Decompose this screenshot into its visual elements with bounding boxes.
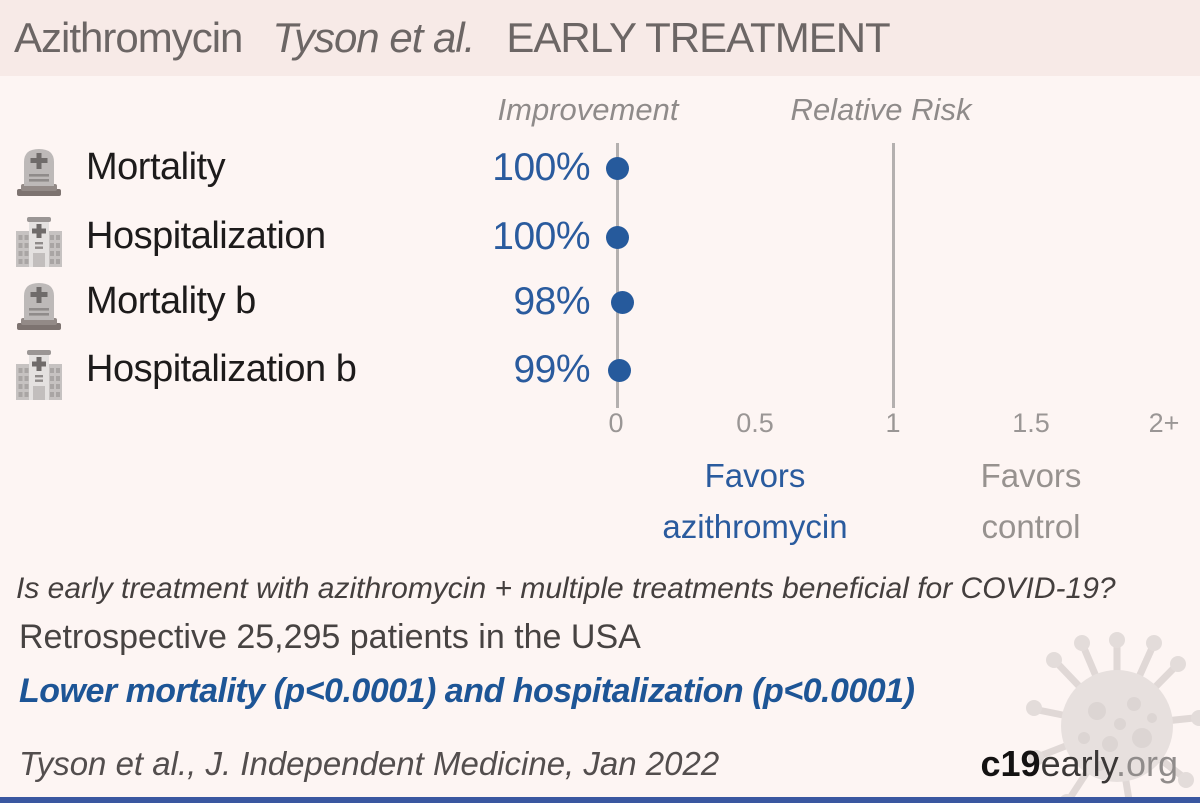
study-question: Is early treatment with azithromycin + m…	[16, 572, 1116, 605]
axis-tick-1.5: 1.5	[1012, 408, 1050, 438]
axis-tick-2plus: 2+	[1148, 408, 1180, 438]
hospital-icon	[14, 211, 64, 267]
outcome-row-hospitalization: Hospitalization 100%	[0, 209, 1200, 267]
axis-line-zero	[616, 143, 619, 408]
effect-dot	[608, 359, 632, 382]
axis-tick-0.5: 0.5	[736, 408, 774, 438]
outcome-label: Mortality b	[86, 280, 256, 322]
effect-dot	[605, 157, 629, 180]
axis-tick-0: 0	[608, 408, 624, 438]
outcome-row-hospitalization-b: Hospitalization b 99%	[0, 342, 1200, 400]
improvement-value: 98%	[513, 280, 590, 323]
site-logo: c19early.org	[980, 743, 1178, 784]
study-name: Tyson et al.	[272, 14, 475, 61]
outcome-row-mortality-b: Mortality b 98%	[0, 274, 1200, 332]
column-header-improvement: Improvement	[497, 92, 679, 127]
improvement-value: 100%	[492, 215, 590, 258]
header-band: Azithromycin Tyson et al. EARLY TREATMEN…	[0, 0, 1200, 76]
hospital-icon	[14, 344, 64, 400]
favors-control-label: Favors control	[980, 457, 1082, 545]
bottom-accent-bar	[0, 797, 1200, 803]
effect-dot	[605, 226, 629, 249]
outcome-label: Mortality	[86, 146, 226, 188]
improvement-value: 99%	[513, 348, 590, 391]
study-info: Retrospective 25,295 patients in the USA	[19, 618, 641, 656]
effect-dot	[611, 291, 635, 314]
outcome-label: Hospitalization b	[86, 348, 357, 390]
treatment-name: Azithromycin	[14, 14, 243, 61]
axis-tick-1: 1	[885, 408, 901, 438]
coronavirus-watermark-icon	[1022, 626, 1200, 803]
axis-line-one	[892, 143, 895, 408]
outcome-label: Hospitalization	[86, 215, 326, 257]
citation: Tyson et al., J. Independent Medicine, J…	[19, 745, 720, 782]
improvement-value: 100%	[492, 146, 590, 189]
tombstone-icon	[14, 142, 64, 198]
tombstone-icon	[14, 276, 64, 332]
study-result: Lower mortality (p<0.0001) and hospitali…	[19, 672, 915, 710]
outcome-row-mortality: Mortality 100%	[0, 140, 1200, 198]
column-header-relative-risk: Relative Risk	[790, 92, 972, 127]
treatment-stage: EARLY TREATMENT	[506, 14, 890, 61]
favors-treatment-label: Favors azithromycin	[662, 457, 848, 545]
